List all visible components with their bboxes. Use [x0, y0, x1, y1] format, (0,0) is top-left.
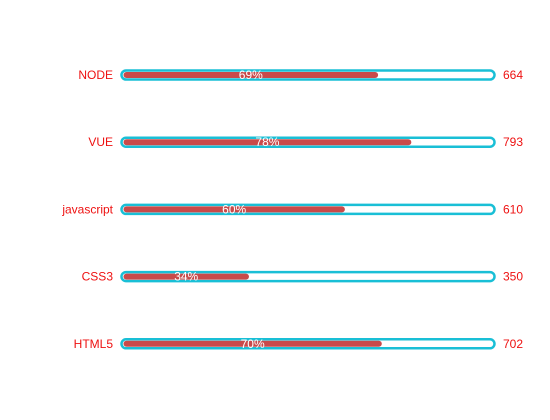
category-label: CSS3 [82, 270, 114, 284]
percent-label: 60% [222, 202, 246, 216]
bar-row: VUE 78% 793 [88, 135, 523, 149]
bar-row: javascript 60% 610 [61, 202, 523, 216]
category-label: VUE [88, 135, 113, 149]
category-label: NODE [78, 68, 113, 82]
bar-fill [123, 139, 412, 146]
value-label: 610 [503, 202, 523, 216]
bar-fill [123, 206, 345, 213]
percent-label: 78% [255, 135, 279, 149]
bar-row: HTML5 70% 702 [74, 337, 524, 351]
bar-fill [123, 72, 379, 78]
value-label: 702 [503, 337, 523, 351]
bar-row: NODE 69% 664 [78, 68, 523, 82]
percent-label: 34% [174, 270, 198, 284]
category-label: javascript [61, 202, 113, 216]
bar-row: CSS3 34% 350 [82, 270, 524, 284]
percent-label: 70% [241, 337, 265, 351]
bar-fill [123, 340, 382, 347]
percent-label: 69% [239, 68, 263, 82]
category-label: HTML5 [74, 337, 114, 351]
value-label: 664 [503, 68, 523, 82]
bar-fill [123, 273, 249, 280]
value-label: 350 [503, 270, 523, 284]
value-label: 793 [503, 135, 523, 149]
